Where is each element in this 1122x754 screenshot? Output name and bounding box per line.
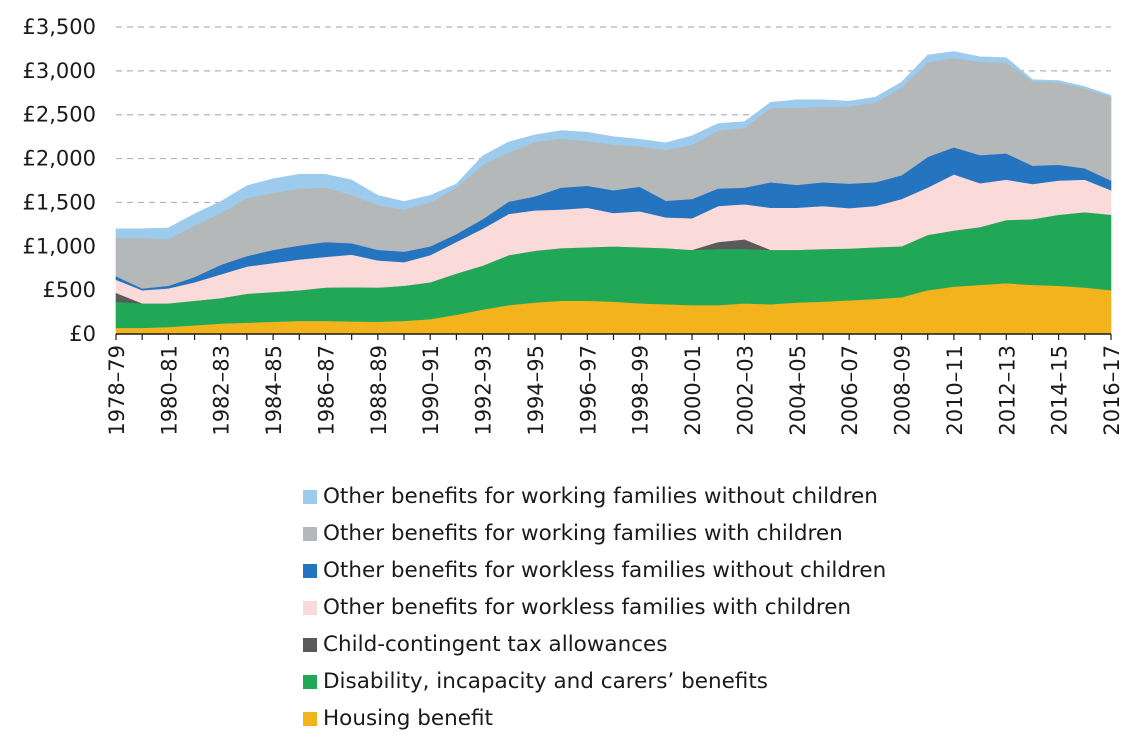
x-tick-label: 1996–97 [576, 345, 600, 436]
y-tick-label: £1,500 [23, 190, 96, 214]
legend-label: Other benefits for workless families wit… [323, 595, 852, 620]
x-axis-tick-labels: 1978–79 1980–81 1982–83 1984–85 1986–87 1988–… [105, 345, 1122, 436]
x-tick-label: 2006–07 [838, 345, 862, 436]
y-tick-label: £2,000 [23, 147, 96, 171]
y-tick-label: £1,000 [23, 234, 96, 258]
x-tick-label: 1986–87 [314, 345, 338, 436]
y-tick-label: £2,500 [23, 103, 96, 127]
y-tick-label: £3,000 [23, 59, 96, 83]
x-tick-label: 2000–01 [681, 345, 705, 436]
legend-swatch [303, 674, 317, 689]
x-tick-label: 2014–15 [1048, 345, 1072, 436]
legend-swatch [303, 526, 317, 541]
legend-entry: Disability, incapacity and carers’ benef… [303, 663, 886, 700]
legend: Other benefits for working families with… [303, 478, 886, 737]
legend-label: Disability, incapacity and carers’ benef… [323, 669, 768, 694]
x-tick-label: 1994–95 [524, 345, 548, 436]
legend-entry: Other benefits for working families with… [303, 515, 886, 552]
legend-label: Other benefits for workless families wit… [323, 558, 887, 583]
x-tick-label: 2008–09 [891, 345, 915, 436]
x-tick-label: 1990–91 [419, 345, 443, 436]
legend-swatch [303, 600, 317, 615]
y-tick-label: £3,500 [23, 15, 96, 39]
x-tick-label: 2002–03 [733, 345, 757, 436]
x-tick-label: 2010–11 [943, 345, 967, 436]
x-tick-label: 2016–17 [1100, 345, 1122, 436]
legend-entry: Other benefits for workless families wit… [303, 552, 886, 589]
legend-swatch [303, 563, 317, 578]
area-series-7 [115, 51, 1112, 240]
legend-swatch [303, 637, 317, 652]
x-tick-label: 1984–85 [262, 345, 286, 436]
stacked-areas [115, 51, 1112, 335]
y-axis-tick-labels: £0 £500 £1,000 £1,500 £2,000 £2,500 £3,000 £3,5… [23, 15, 96, 346]
legend-label: Other benefits for working families with… [323, 484, 878, 509]
legend-swatch [303, 711, 317, 726]
x-tick-label: 1992–93 [472, 345, 496, 436]
legend-label: Housing benefit [323, 706, 493, 731]
x-tick-label: 1978–79 [105, 345, 129, 436]
legend-entry: Other benefits for working families with… [303, 478, 886, 515]
axes [115, 333, 1112, 340]
x-tick-label: 1998–99 [629, 345, 653, 436]
legend-entry: Other benefits for workless families wit… [303, 589, 886, 626]
x-tick-label: 1980–81 [157, 345, 181, 436]
x-tick-label: 1982–83 [210, 345, 234, 436]
y-tick-label: £0 [69, 322, 96, 346]
legend-label: Child-contingent tax allowances [323, 632, 668, 657]
legend-entry: Housing benefit [303, 700, 886, 737]
x-tick-label: 1988–89 [367, 345, 391, 436]
chart: £0 £500 £1,000 £1,500 £2,000 £2,500 £3,000 £3,5… [23, 15, 1122, 436]
legend-entry: Child-contingent tax allowances [303, 626, 886, 663]
x-tick-label: 2004–05 [786, 345, 810, 436]
legend-swatch [303, 489, 317, 504]
x-tick-label: 2012–13 [995, 345, 1019, 436]
legend-label: Other benefits for working families with… [323, 521, 843, 546]
y-tick-label: £500 [43, 278, 96, 302]
